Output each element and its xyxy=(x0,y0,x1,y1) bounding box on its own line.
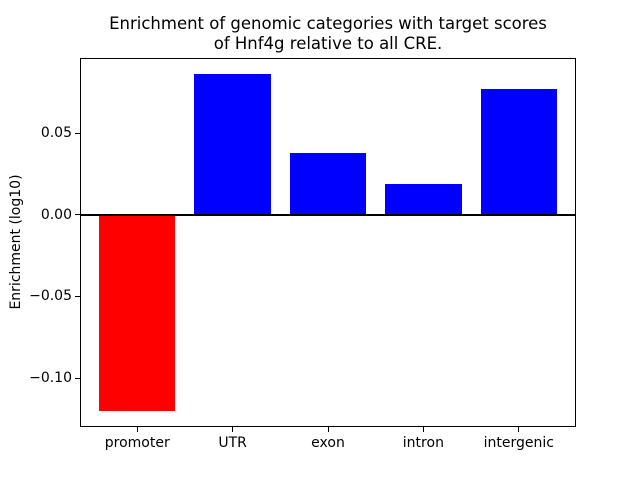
x-tick-intergenic xyxy=(518,427,520,432)
x-tick-label-promoter: promoter xyxy=(104,435,170,451)
bar-promoter xyxy=(99,214,176,411)
y-tick-−0.10 xyxy=(75,377,80,379)
y-tick-0.00 xyxy=(75,214,80,216)
bar-intergenic xyxy=(480,89,557,215)
x-tick-label-intergenic: intergenic xyxy=(483,435,554,451)
x-tick-UTR xyxy=(232,427,234,432)
bar-UTR xyxy=(194,74,271,215)
zero-baseline xyxy=(80,213,576,216)
bar-intron xyxy=(385,183,462,215)
chart-title: Enrichment of genomic categories with ta… xyxy=(109,14,547,53)
y-tick-label-−0.10: −0.10 xyxy=(29,370,72,387)
y-tick-−0.05 xyxy=(75,295,80,297)
bar-exon xyxy=(289,152,367,215)
x-tick-exon xyxy=(327,427,329,432)
y-tick-label-−0.05: −0.05 xyxy=(29,288,72,305)
y-tick-label-0.05: 0.05 xyxy=(40,125,72,142)
x-tick-label-intron: intron xyxy=(402,435,444,451)
y-tick-0.05 xyxy=(75,132,80,134)
x-tick-label-UTR: UTR xyxy=(218,435,247,451)
x-tick-label-exon: exon xyxy=(311,435,345,451)
y-tick-label-0.00: 0.00 xyxy=(40,206,72,223)
x-tick-intron xyxy=(422,427,424,432)
x-tick-promoter xyxy=(136,427,138,432)
